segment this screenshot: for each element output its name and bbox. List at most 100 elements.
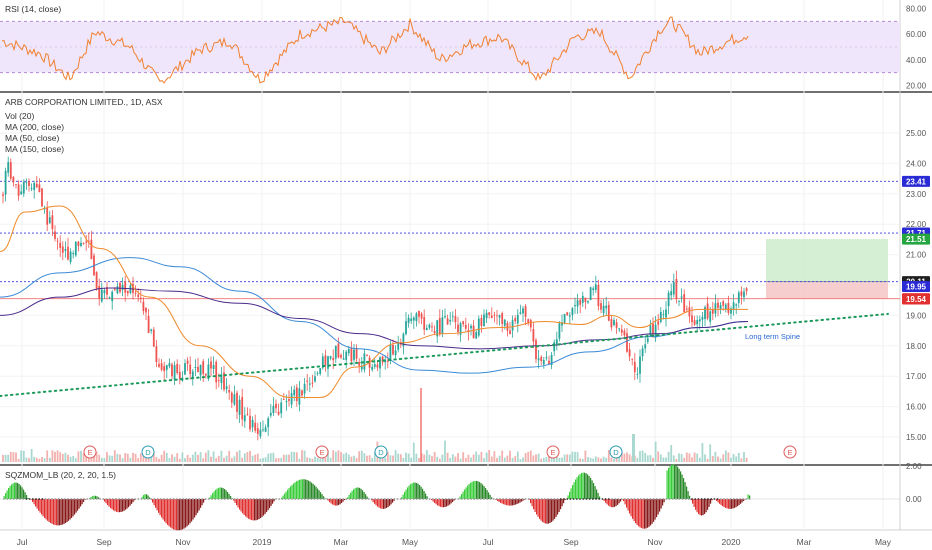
squeeze-dot — [147, 498, 149, 500]
squeeze-dot — [499, 498, 501, 500]
momentum-bar — [242, 499, 244, 514]
momentum-bar — [152, 499, 154, 503]
momentum-bar — [419, 485, 421, 499]
price-tag-19-54[interactable]: 19.54 — [902, 293, 930, 305]
trendline-label[interactable]: Long term Spine — [745, 332, 800, 341]
momentum-bar — [75, 499, 77, 513]
momentum-bar — [386, 499, 388, 508]
price-tag-23-41[interactable]: 23.41 — [902, 175, 930, 187]
momentum-bar — [414, 482, 416, 499]
candle-body — [171, 364, 173, 377]
indicator-ma200[interactable]: MA (200, close) — [5, 122, 64, 132]
badge-text: E — [319, 448, 324, 457]
event-badge-d-3[interactable]: D — [374, 445, 388, 459]
candle-body — [532, 329, 535, 342]
volume-bar — [233, 456, 236, 462]
event-badge-e-6[interactable]: E — [783, 445, 797, 459]
candle-body — [503, 319, 506, 326]
momentum-bar — [35, 499, 37, 507]
indicator-vol[interactable]: Vol (20) — [5, 111, 34, 121]
volume-bar — [215, 458, 218, 462]
volume-bar — [415, 453, 418, 462]
squeeze-dot — [342, 498, 345, 500]
momentum-bar — [401, 497, 403, 499]
price-tag-text: 21.51 — [906, 235, 927, 244]
candle-body — [51, 215, 54, 229]
momentum-bar — [579, 473, 581, 499]
time-label-1: Sep — [96, 537, 111, 547]
candle-body — [38, 184, 41, 193]
momentum-bar — [114, 499, 116, 512]
event-badge-d-5[interactable]: D — [609, 445, 623, 459]
momentum-bar — [240, 499, 242, 512]
candle-body — [48, 217, 51, 224]
trendline[interactable] — [0, 312, 889, 397]
event-badge-e-2[interactable]: E — [315, 445, 329, 459]
candle-body — [706, 303, 709, 319]
momentum-bar — [245, 499, 247, 517]
volume-bar — [654, 441, 657, 462]
momentum-bar — [338, 499, 340, 506]
momentum-bar — [323, 496, 325, 499]
squeeze-dot — [569, 498, 572, 500]
momentum-tick-0: 2.00 — [906, 462, 922, 471]
candle-body — [241, 397, 244, 420]
stop-zone[interactable] — [766, 281, 888, 299]
volume-bar — [173, 456, 176, 462]
price-tag-21-51[interactable]: 21.51 — [902, 233, 930, 245]
candle-body — [389, 345, 392, 361]
momentum-bar — [489, 494, 491, 499]
momentum-title: SQZMOM_LB (20, 2, 20, 1.5) — [5, 470, 116, 480]
candle-body — [17, 184, 20, 196]
candlesticks — [2, 156, 748, 441]
event-badge-d-1[interactable]: D — [141, 445, 155, 459]
squeeze-dot — [425, 498, 428, 500]
volume-bar — [717, 456, 719, 462]
squeeze-dot — [591, 498, 594, 500]
momentum-bar — [743, 499, 745, 501]
indicator-ma150[interactable]: MA (150, close) — [5, 144, 64, 154]
momentum-bar — [288, 487, 290, 499]
momentum-bar — [416, 482, 418, 499]
momentum-bar — [342, 499, 344, 502]
squeeze-dot — [620, 498, 623, 500]
squeeze-dot — [351, 498, 354, 500]
momentum-bar — [63, 499, 65, 524]
candle-body — [537, 358, 540, 361]
candle-body — [511, 320, 514, 331]
candle-body — [106, 287, 108, 295]
candle-body — [379, 357, 381, 369]
squeeze-dot — [303, 498, 306, 500]
momentum-bar — [228, 493, 230, 499]
momentum-bar — [252, 499, 254, 521]
momentum-bar — [327, 499, 329, 501]
volume-bar — [321, 456, 324, 462]
event-badge-e-4[interactable]: E — [546, 445, 560, 459]
squeeze-dot — [659, 498, 661, 500]
price-tag-19-95[interactable]: 19.95 — [902, 281, 930, 293]
candle-body — [657, 321, 660, 325]
risk-reward-zones[interactable] — [766, 239, 888, 299]
volume-bar — [217, 455, 220, 462]
squeeze-dot — [326, 498, 329, 500]
long-term-trendline[interactable] — [0, 312, 889, 397]
momentum-bar — [380, 499, 382, 509]
volume-bar — [67, 454, 69, 462]
volume-bar — [329, 457, 332, 462]
time-label-7: Sep — [563, 537, 578, 547]
candle-body — [100, 289, 103, 302]
squeeze-dot — [723, 498, 725, 500]
volume-bar — [410, 457, 413, 462]
event-badge-e-0[interactable]: E — [83, 445, 97, 459]
squeeze-dot — [703, 498, 706, 500]
indicator-ma50[interactable]: MA (50, close) — [5, 133, 59, 143]
squeeze-dot — [675, 498, 677, 500]
badge-circle — [83, 445, 97, 459]
momentum-bar — [158, 499, 160, 513]
horizontal-levels[interactable] — [0, 180, 900, 300]
target-zone[interactable] — [766, 239, 888, 282]
volume-bar — [641, 450, 644, 462]
squeeze-dot — [636, 498, 639, 500]
